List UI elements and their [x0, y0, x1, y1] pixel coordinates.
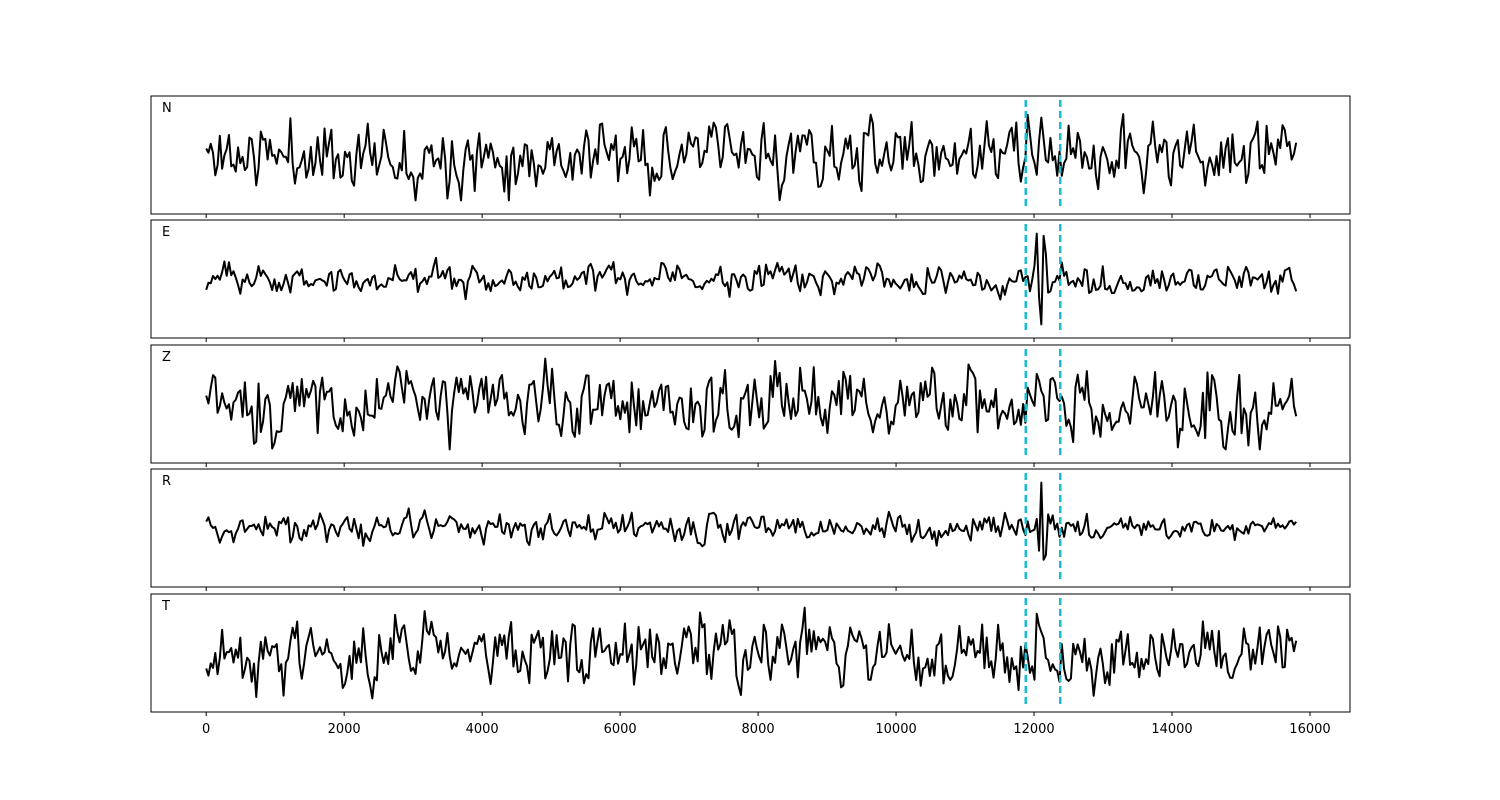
panel-frame	[150, 468, 1351, 588]
trace-line-n	[205, 113, 1298, 202]
panel-label: R	[162, 474, 171, 489]
panel-n: N	[150, 95, 1351, 218]
x-tick-label: 0	[202, 722, 210, 737]
x-tick-label: 8000	[742, 722, 775, 737]
panel-label: Z	[162, 350, 171, 365]
x-tick-label: 16000	[1289, 722, 1330, 737]
x-tick-label: 14000	[1151, 722, 1192, 737]
panel-e: E	[150, 219, 1351, 342]
x-tick-label: 10000	[875, 722, 916, 737]
x-tick-label: 2000	[328, 722, 361, 737]
x-tick-label: 4000	[466, 722, 499, 737]
panel-frame	[150, 344, 1351, 464]
panel-frame	[150, 95, 1351, 215]
trace-line-r	[205, 481, 1297, 561]
x-tick-label: 12000	[1013, 722, 1054, 737]
trace-line-t	[205, 606, 1298, 700]
panel-label: N	[162, 101, 172, 116]
panel-r: R	[150, 468, 1351, 591]
panel-label: T	[161, 599, 170, 614]
x-tick-label: 6000	[604, 722, 637, 737]
trace-line-z	[205, 357, 1298, 451]
panel-z: Z	[150, 344, 1351, 467]
panel-label: E	[162, 225, 170, 240]
panel-t: T	[150, 593, 1351, 716]
panel-frame	[150, 593, 1351, 713]
trace-line-e	[205, 232, 1298, 326]
panel-frame	[150, 219, 1351, 339]
